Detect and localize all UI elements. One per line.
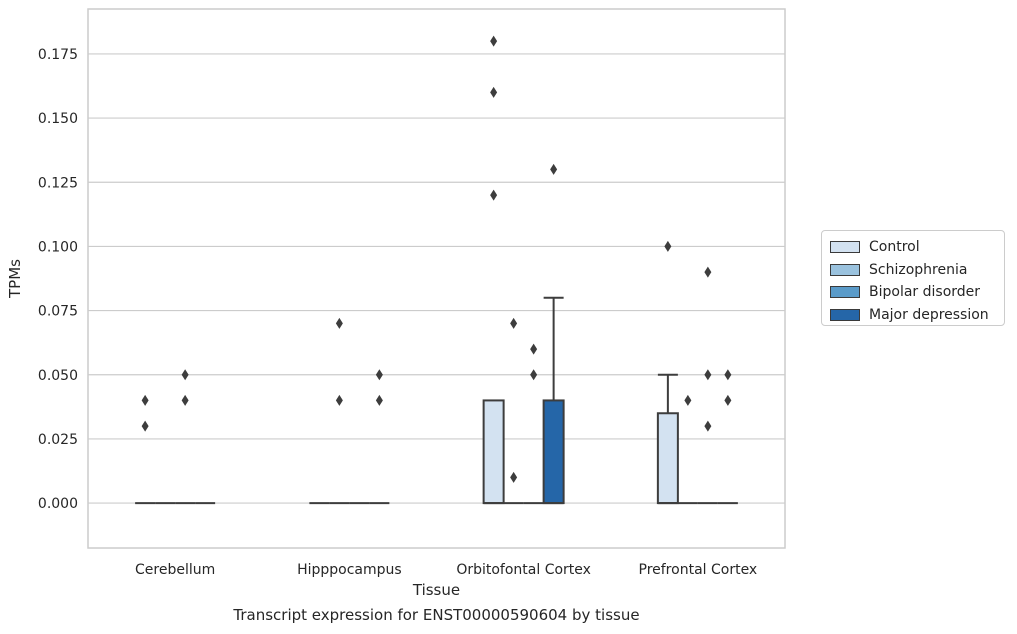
x-tick-label: Prefrontal Cortex — [639, 562, 758, 578]
box-group — [482, 35, 505, 505]
legend-item: Control — [830, 236, 1004, 259]
legend-swatch — [830, 286, 860, 299]
outlier-point — [181, 394, 189, 406]
y-tick-label: 0.175 — [38, 47, 78, 63]
y-tick-label: 0.050 — [38, 368, 78, 384]
y-axis-title: TPMs — [6, 259, 24, 299]
chart-legend: Control Schizophrenia Bipolar disorder M… — [821, 230, 1005, 326]
outlier-point — [530, 343, 538, 355]
y-tick-label: 0.150 — [38, 111, 78, 127]
outlier-point — [530, 369, 538, 381]
outlier-point — [704, 420, 712, 432]
x-tick-label: Hipppocampus — [297, 562, 402, 578]
y-tick-label: 0.000 — [38, 496, 78, 512]
y-tick-label: 0.075 — [38, 304, 78, 320]
box — [482, 399, 505, 505]
outlier-point — [490, 189, 498, 201]
x-tick-label: Cerebellum — [135, 562, 215, 578]
outlier-point — [490, 86, 498, 98]
legend-label: Bipolar disorder — [869, 284, 981, 301]
box-group — [369, 369, 390, 505]
outlier-point — [375, 394, 383, 406]
outlier-point — [335, 317, 343, 329]
box-plot-marks — [135, 35, 738, 505]
box-group — [656, 240, 679, 505]
gridlines — [88, 53, 785, 504]
outlier-point — [490, 35, 498, 47]
legend-item: Major depression — [830, 304, 1004, 327]
outlier-point — [724, 369, 732, 381]
box — [542, 399, 565, 505]
x-axis-title: Tissue — [412, 581, 460, 599]
outlier-point — [684, 394, 692, 406]
axis-ticks: 0.000 0.025 0.050 0.075 0.100 0.125 0.150 0.175… — [38, 47, 757, 578]
box — [656, 412, 679, 505]
legend-swatch — [830, 263, 860, 276]
y-tick-label: 0.125 — [38, 175, 78, 191]
outlier-point — [704, 369, 712, 381]
outlier-point — [181, 369, 189, 381]
box-group — [717, 369, 738, 505]
x-tick-label: Orbitofontal Cortex — [456, 562, 591, 578]
outlier-point — [375, 369, 383, 381]
legend-item: Schizophrenia — [830, 259, 1004, 282]
box-group — [523, 343, 544, 505]
legend-label: Schizophrenia — [869, 261, 968, 278]
outlier-point — [141, 394, 149, 406]
legend-label: Major depression — [869, 306, 989, 323]
box-group — [697, 266, 718, 505]
plot-frame — [87, 8, 786, 549]
outlier-point — [724, 394, 732, 406]
outlier-point — [550, 163, 558, 175]
chart-caption: Transcript expression for ENST0000059060… — [233, 606, 640, 624]
outlier-point — [510, 317, 518, 329]
outlier-point — [510, 471, 518, 483]
box-group — [175, 369, 196, 505]
legend-label: Control — [869, 239, 920, 256]
y-tick-label: 0.025 — [38, 432, 78, 448]
outlier-point — [335, 394, 343, 406]
box-group — [135, 394, 156, 505]
y-tick-label: 0.100 — [38, 239, 78, 255]
outlier-point — [704, 266, 712, 278]
legend-swatch — [830, 241, 860, 254]
box-group — [542, 163, 565, 505]
box-group — [677, 394, 698, 505]
box-group — [329, 317, 350, 505]
box-group — [503, 317, 524, 505]
outlier-point — [141, 420, 149, 432]
legend-swatch — [830, 308, 860, 321]
legend-item: Bipolar disorder — [830, 281, 1004, 304]
outlier-point — [664, 240, 672, 252]
